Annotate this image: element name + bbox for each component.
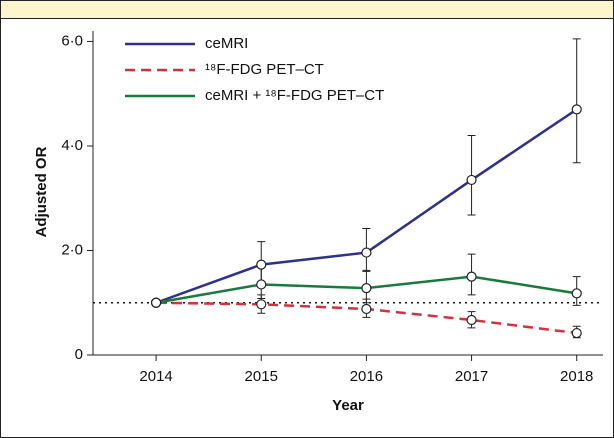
legend-label: ceMRI [205, 35, 248, 52]
marker [256, 279, 267, 290]
x-tick-label: 2018 [560, 368, 593, 385]
x-tick-label: 2016 [350, 368, 383, 385]
marker [571, 327, 582, 339]
marker [256, 299, 267, 310]
header-band [0, 0, 614, 19]
y-tick-label: 6·0 [61, 32, 83, 49]
marker [466, 314, 477, 326]
marker [361, 247, 372, 258]
x-tick-label: 2014 [139, 368, 172, 385]
x-tick-label: 2015 [245, 368, 278, 385]
marker [571, 288, 582, 299]
marker [466, 174, 477, 186]
marker [150, 297, 162, 308]
marker [361, 303, 372, 315]
marker [466, 271, 477, 282]
marker [361, 283, 372, 294]
legend-label: ceMRI + ¹⁸F-FDG PET–CT [205, 87, 384, 104]
x-axis-title: Year [332, 397, 364, 414]
y-tick-label: 4·0 [61, 137, 83, 154]
y-axis-title: Adjusted OR [33, 146, 50, 237]
x-tick-label: 2017 [455, 368, 488, 385]
y-tick-label: 2·0 [61, 241, 83, 258]
marker [256, 259, 267, 270]
y-tick-label: 0 [75, 346, 83, 363]
marker [571, 104, 582, 115]
legend-label: ¹⁸F-FDG PET–CT [205, 61, 324, 78]
error-bar [572, 38, 581, 164]
